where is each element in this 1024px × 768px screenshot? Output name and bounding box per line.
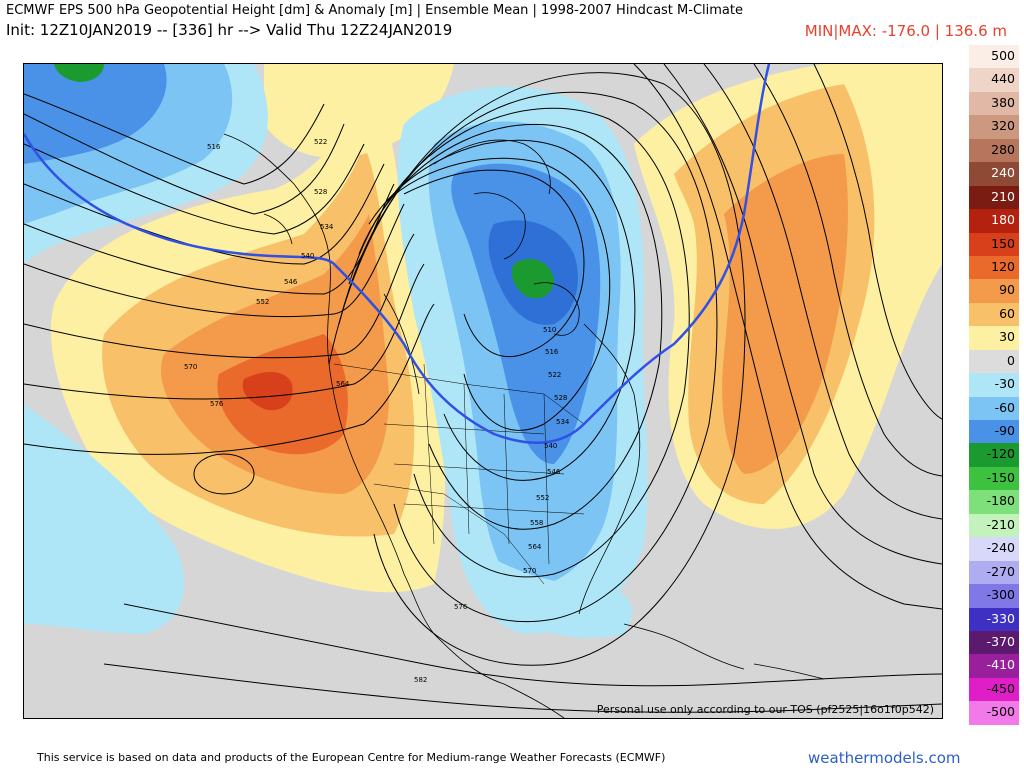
colorbar-swatch: -300 — [969, 584, 1019, 608]
colorbar-label: -60 — [994, 399, 1015, 415]
contour-labels: 516 522 528 534 540 546 552 570 576 564 … — [184, 138, 570, 684]
colorbar-swatch: -210 — [969, 513, 1019, 538]
colorbar-label: -330 — [986, 610, 1015, 626]
colorbar-label: 320 — [991, 118, 1015, 134]
map-canvas: 516 522 528 534 540 546 552 570 576 564 … — [24, 64, 942, 718]
ecmwf-attribution: This service is based on data and produc… — [37, 751, 666, 764]
colorbar-label: 150 — [991, 235, 1015, 251]
negative-anomaly-subtropical — [24, 404, 184, 634]
contour-label: 558 — [530, 519, 543, 527]
contour-label: 576 — [454, 603, 468, 611]
colorbar-label: -500 — [986, 704, 1015, 720]
negative-anomaly-gulf — [454, 534, 632, 638]
colorbar-swatch: -30 — [969, 373, 1019, 397]
colorbar-swatch: 500 — [969, 45, 1019, 69]
colorbar-label: -210 — [986, 516, 1015, 532]
positive-anomaly-west — [50, 94, 445, 593]
colorbar-swatch: -370 — [969, 630, 1019, 655]
contour-label: 540 — [544, 442, 557, 450]
contour-label: 522 — [314, 138, 327, 146]
colorbar-label: -90 — [994, 423, 1015, 438]
colorbar-swatch: -60 — [969, 396, 1019, 420]
colorbar-swatch: 440 — [969, 68, 1019, 92]
colorbar-swatch: 120 — [969, 255, 1019, 280]
contour-label: 564 — [336, 380, 350, 388]
colorbar-label: 240 — [991, 165, 1015, 181]
contour-label: 570 — [523, 567, 536, 575]
contour-label: 528 — [554, 394, 567, 402]
colorbar-label: -370 — [986, 633, 1015, 649]
colorbar-swatch: -120 — [969, 443, 1019, 467]
political-borders — [333, 363, 585, 585]
contour-label: 576 — [210, 400, 224, 408]
colorbar-swatch: 0 — [969, 349, 1019, 374]
contour-label: 552 — [256, 298, 269, 306]
colorbar-label: 280 — [991, 141, 1015, 157]
colorbar-label: 500 — [991, 48, 1015, 63]
contour-label: 534 — [320, 223, 334, 231]
colorbar-swatch: 240 — [969, 162, 1019, 186]
colorbar-label: -450 — [986, 680, 1015, 696]
colorbar-label: -120 — [986, 446, 1015, 462]
colorbar-swatch: 280 — [969, 138, 1019, 163]
anomaly-map: 516 522 528 534 540 546 552 570 576 564 … — [23, 63, 943, 719]
tos-notice: Personal use only according to our TOS (… — [596, 703, 934, 716]
contour-label: 570 — [184, 363, 197, 371]
contour-label: 510 — [543, 326, 556, 334]
highlight-contour — [24, 64, 771, 444]
colorbar-swatch: 60 — [969, 302, 1019, 327]
colorbar-label: 180 — [991, 212, 1015, 228]
colorbar-legend: 500 440 380 320 280 240 210 180 150 120 90 60 30 0 -30… — [969, 45, 1019, 725]
chart-title: ECMWF EPS 500 hPa Geopotential Height [d… — [6, 3, 743, 18]
colorbar-label: 0 — [1007, 352, 1015, 368]
colorbar-label: -270 — [986, 563, 1015, 579]
colorbar-label: -300 — [986, 587, 1015, 603]
contour-label: 528 — [314, 188, 327, 196]
colorbar-swatch: -330 — [969, 607, 1019, 631]
contour-label: 534 — [556, 418, 570, 426]
colorbar-label: 210 — [991, 188, 1015, 204]
contour-label: 516 — [545, 348, 559, 356]
colorbar-swatch: 180 — [969, 209, 1019, 233]
contour-label: 552 — [536, 494, 549, 502]
colorbar-label: -180 — [986, 493, 1015, 509]
init-valid-time: Init: 12Z10JAN2019 -- [336] hr --> Valid… — [6, 21, 453, 39]
site-link[interactable]: weathermodels.com — [808, 749, 961, 767]
contour-label: 546 — [284, 278, 298, 286]
colorbar-swatch: -410 — [969, 654, 1019, 678]
colorbar-swatch: 90 — [969, 279, 1019, 303]
min-max-readout: MIN|MAX: -176.0 | 136.6 m — [804, 22, 1007, 40]
colorbar-swatch: -450 — [969, 677, 1019, 702]
colorbar-label: -30 — [994, 376, 1015, 392]
colorbar-swatch: 210 — [969, 185, 1019, 210]
colorbar-label: -150 — [986, 469, 1015, 485]
coastlines — [223, 133, 825, 718]
colorbar-swatch: -90 — [969, 420, 1019, 444]
height-contours — [24, 64, 942, 713]
contour-label: 516 — [207, 143, 221, 151]
colorbar-label: 380 — [991, 94, 1015, 110]
colorbar-swatch: -150 — [969, 466, 1019, 491]
colorbar-swatch: -270 — [969, 560, 1019, 585]
contour-label: 564 — [528, 543, 542, 551]
colorbar-label: 60 — [999, 305, 1015, 321]
colorbar-swatch: 380 — [969, 91, 1019, 116]
contour-label: 522 — [548, 371, 561, 379]
negative-anomaly-pacific — [24, 64, 268, 264]
colorbar-label: 90 — [999, 282, 1015, 298]
colorbar-swatch: 320 — [969, 115, 1019, 139]
colorbar-label: 30 — [999, 329, 1015, 345]
colorbar-label: -410 — [986, 657, 1015, 673]
contour-label: 582 — [414, 676, 427, 684]
colorbar-swatch: 30 — [969, 326, 1019, 350]
colorbar-swatch: -180 — [969, 490, 1019, 514]
colorbar-swatch: 150 — [969, 232, 1019, 256]
colorbar-swatch: -500 — [969, 701, 1019, 725]
contour-label: 540 — [301, 252, 314, 260]
colorbar-label: 120 — [991, 258, 1015, 274]
colorbar-swatch: -240 — [969, 537, 1019, 561]
colorbar-label: -240 — [986, 540, 1015, 556]
contour-label: 546 — [547, 468, 561, 476]
colorbar-label: 440 — [991, 71, 1015, 87]
